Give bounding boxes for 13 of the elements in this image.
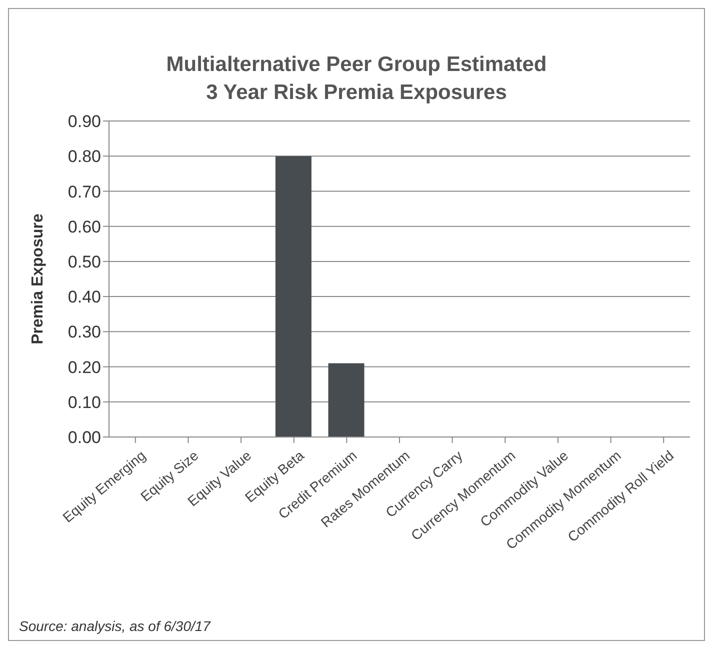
y-tick-label: 0.10 — [68, 392, 101, 412]
y-tick-label: 0.60 — [68, 217, 101, 236]
y-tick-label: 0.40 — [68, 288, 101, 307]
source-note: Source: analysis, as of 6/30/17 — [19, 618, 210, 634]
y-tick-label: 0.70 — [68, 182, 101, 202]
chart-title: Multialternative Peer Group Estimated 3 Year Risk Premia Exposures — [165, 52, 548, 106]
y-tick-label: 0.50 — [68, 252, 101, 272]
y-tick-label: 0.90 — [68, 112, 101, 132]
y-tick-label: 0.20 — [68, 358, 101, 377]
y-axis-title: Premia Exposure — [30, 214, 47, 344]
y-tick-label: 0.80 — [68, 147, 101, 166]
y-tick-label: 0.30 — [68, 322, 101, 342]
y-tick-label: 0.00 — [68, 428, 101, 448]
